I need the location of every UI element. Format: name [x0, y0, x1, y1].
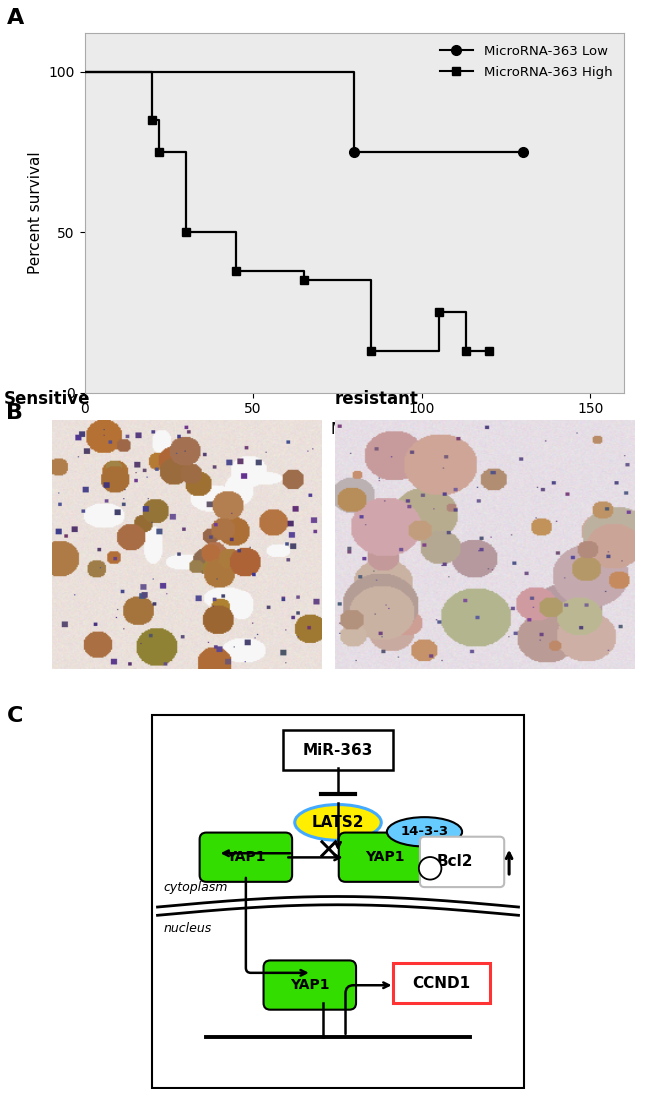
Text: YAP1: YAP1 [365, 851, 405, 865]
X-axis label: Month: Month [330, 421, 378, 437]
Text: A: A [6, 8, 24, 28]
Text: ✕: ✕ [315, 837, 340, 866]
Ellipse shape [294, 804, 382, 841]
Y-axis label: Percent survival: Percent survival [28, 152, 43, 274]
Text: resistant: resistant [335, 389, 419, 408]
Text: B: B [6, 403, 23, 422]
FancyBboxPatch shape [420, 837, 504, 887]
Text: YAP1: YAP1 [226, 851, 266, 865]
Text: P: P [426, 864, 434, 874]
Ellipse shape [387, 817, 462, 846]
Text: Bcl2: Bcl2 [436, 855, 473, 869]
Text: CCND1: CCND1 [412, 975, 471, 991]
FancyBboxPatch shape [393, 963, 490, 1003]
Text: MiR-363: MiR-363 [303, 743, 373, 758]
FancyBboxPatch shape [200, 833, 292, 881]
FancyBboxPatch shape [263, 960, 356, 1010]
Legend: MicroRNA-363 Low, MicroRNA-363 High: MicroRNA-363 Low, MicroRNA-363 High [435, 40, 618, 84]
Circle shape [419, 857, 441, 879]
Text: C: C [6, 706, 23, 726]
Text: 14-3-3: 14-3-3 [400, 825, 448, 838]
Text: Sensitive: Sensitive [3, 389, 90, 408]
Text: cytoplasm: cytoplasm [163, 880, 228, 894]
FancyBboxPatch shape [283, 730, 393, 770]
Text: LATS2: LATS2 [312, 815, 364, 830]
Text: nucleus: nucleus [163, 922, 211, 935]
FancyBboxPatch shape [339, 833, 431, 881]
Text: YAP1: YAP1 [290, 978, 330, 992]
FancyBboxPatch shape [152, 716, 524, 1087]
